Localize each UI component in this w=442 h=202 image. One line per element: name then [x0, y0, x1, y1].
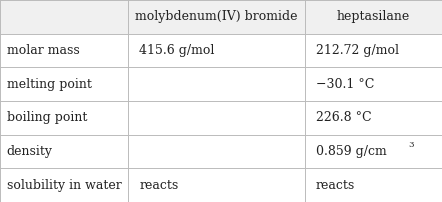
- Text: reacts: reacts: [316, 179, 355, 192]
- Text: molar mass: molar mass: [7, 44, 80, 57]
- Text: 226.8 °C: 226.8 °C: [316, 111, 372, 124]
- Bar: [0, 0, 128, 34]
- Bar: [305, 0, 442, 34]
- Text: 212.72 g/mol: 212.72 g/mol: [316, 44, 399, 57]
- Text: solubility in water: solubility in water: [7, 179, 122, 192]
- Text: molybdenum(IV) bromide: molybdenum(IV) bromide: [135, 10, 298, 23]
- Bar: [128, 0, 305, 34]
- Text: −30.1 °C: −30.1 °C: [316, 78, 374, 91]
- Text: boiling point: boiling point: [7, 111, 87, 124]
- Text: heptasilane: heptasilane: [337, 10, 410, 23]
- Text: reacts: reacts: [139, 179, 179, 192]
- Text: melting point: melting point: [7, 78, 91, 91]
- Text: 0.859 g/cm: 0.859 g/cm: [316, 145, 387, 158]
- Text: 3: 3: [408, 141, 414, 149]
- Text: 415.6 g/mol: 415.6 g/mol: [139, 44, 215, 57]
- Text: density: density: [7, 145, 53, 158]
